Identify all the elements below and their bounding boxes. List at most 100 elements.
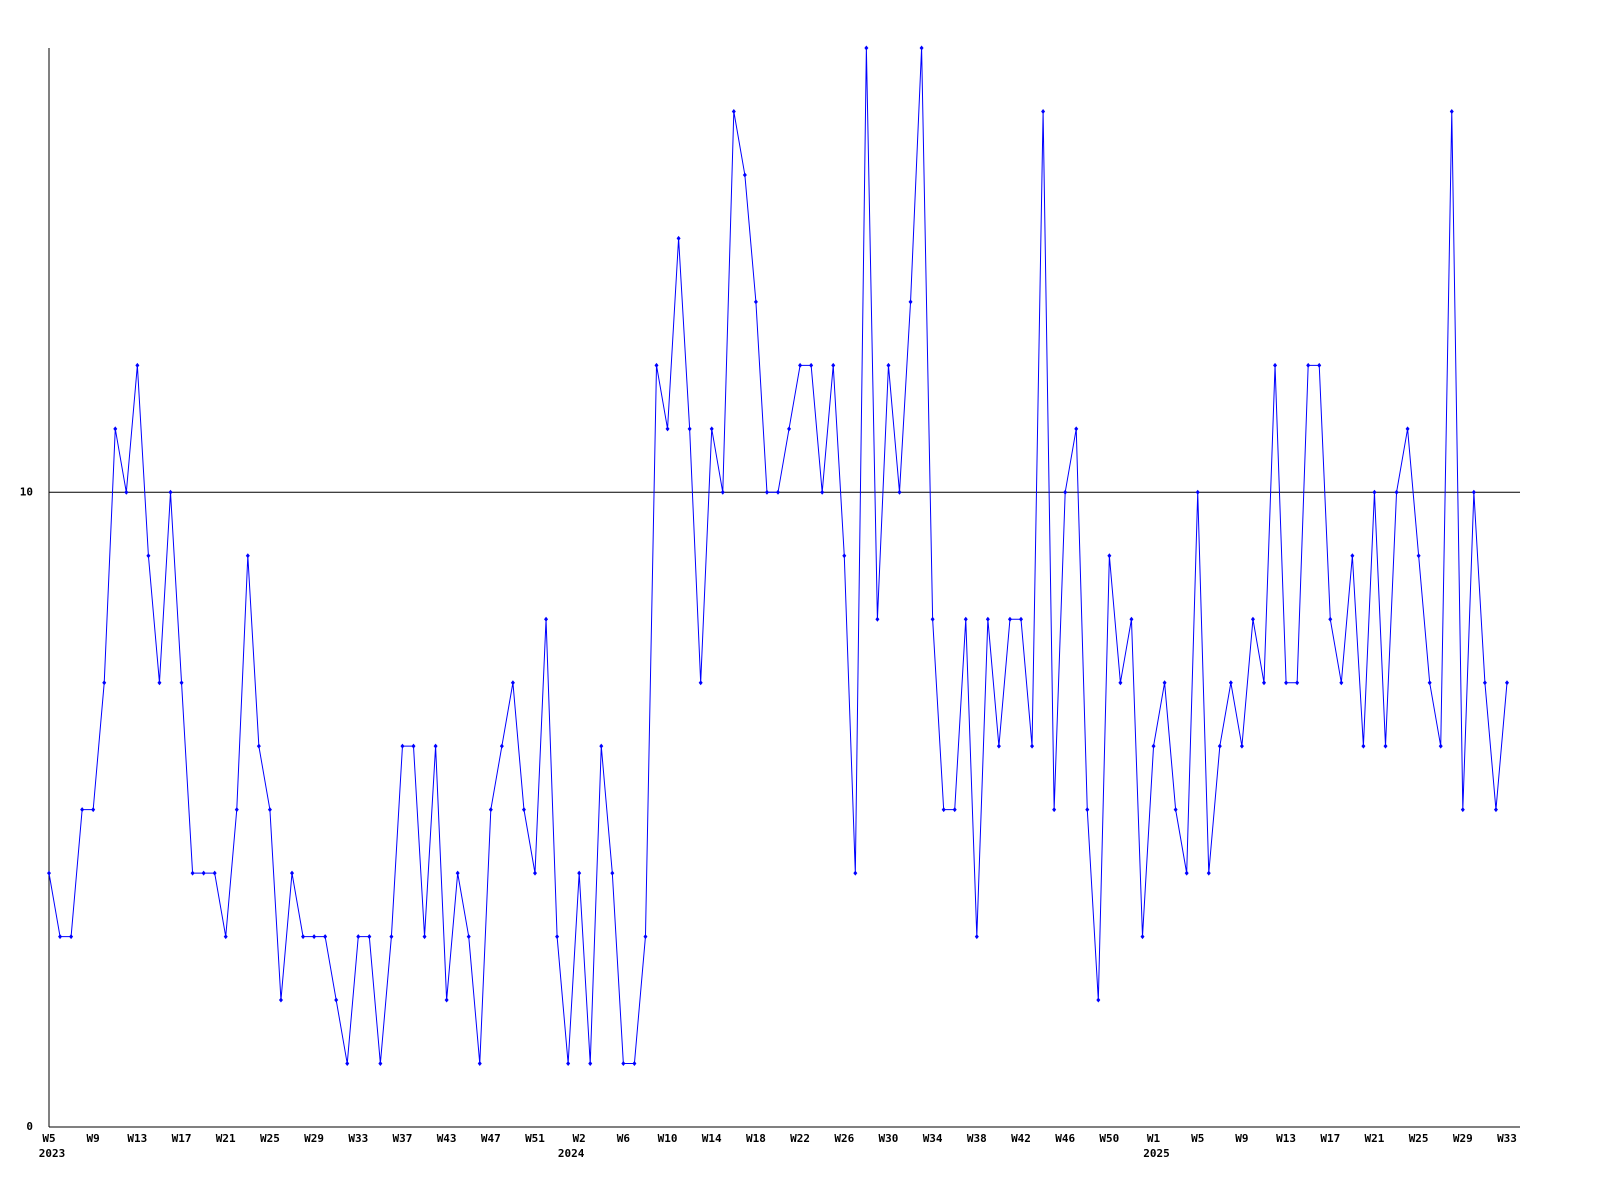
y-tick-label: 10 bbox=[20, 485, 33, 498]
x-tick-label: W17 bbox=[1320, 1132, 1340, 1145]
point bbox=[577, 870, 582, 876]
point bbox=[1250, 616, 1255, 622]
point bbox=[1041, 108, 1046, 114]
point bbox=[234, 807, 239, 813]
point bbox=[1030, 743, 1035, 749]
point bbox=[323, 934, 328, 940]
point bbox=[466, 934, 471, 940]
point bbox=[1394, 489, 1399, 495]
point bbox=[1195, 489, 1200, 495]
point bbox=[1206, 870, 1211, 876]
x-tick-label: W9 bbox=[1235, 1132, 1248, 1145]
x-tick-label: W37 bbox=[393, 1132, 413, 1145]
point bbox=[776, 489, 780, 495]
x-tick-label: W34 bbox=[923, 1132, 943, 1145]
point bbox=[1007, 616, 1012, 622]
point bbox=[345, 1061, 350, 1067]
point bbox=[875, 616, 880, 622]
point bbox=[1383, 743, 1388, 749]
x-tick-label: W10 bbox=[658, 1132, 678, 1145]
point bbox=[1228, 680, 1233, 686]
point bbox=[1140, 934, 1145, 940]
point bbox=[80, 807, 85, 813]
point bbox=[820, 489, 825, 495]
point bbox=[422, 934, 427, 940]
point bbox=[124, 489, 129, 495]
point bbox=[588, 1061, 593, 1067]
point bbox=[908, 299, 913, 305]
point bbox=[411, 743, 416, 749]
x-tick-label: W30 bbox=[879, 1132, 899, 1145]
point bbox=[555, 934, 560, 940]
point bbox=[1239, 743, 1244, 749]
point bbox=[1052, 807, 1057, 813]
point bbox=[58, 934, 63, 940]
x-tick-label: W25 bbox=[260, 1132, 280, 1145]
point bbox=[245, 553, 250, 559]
point bbox=[367, 934, 372, 940]
point bbox=[334, 997, 339, 1003]
point bbox=[201, 870, 206, 876]
point bbox=[433, 743, 438, 749]
point bbox=[135, 362, 140, 368]
point bbox=[312, 934, 317, 940]
point bbox=[544, 616, 549, 622]
point bbox=[400, 743, 405, 749]
x-tick-label: W50 bbox=[1099, 1132, 1119, 1145]
point bbox=[301, 934, 306, 940]
point bbox=[1361, 743, 1366, 749]
point bbox=[267, 807, 272, 813]
point bbox=[1482, 680, 1487, 686]
x-tick-label: W51 bbox=[525, 1132, 545, 1145]
series-line bbox=[48, 47, 1508, 1065]
point bbox=[356, 934, 361, 940]
point bbox=[687, 426, 692, 432]
x-tick-label: W21 bbox=[216, 1132, 236, 1145]
point bbox=[842, 553, 847, 559]
point bbox=[1427, 680, 1432, 686]
x-tick-label: W18 bbox=[746, 1132, 766, 1145]
point bbox=[566, 1061, 571, 1067]
x-tick-label: W29 bbox=[1453, 1132, 1473, 1145]
point bbox=[709, 426, 714, 432]
point bbox=[1173, 807, 1178, 813]
point bbox=[853, 870, 858, 876]
x-tick-label: W33 bbox=[348, 1132, 368, 1145]
x-tick-label: W9 bbox=[87, 1132, 100, 1145]
point bbox=[1471, 489, 1476, 495]
x-tick-label: W29 bbox=[304, 1132, 324, 1145]
point bbox=[1449, 108, 1454, 114]
point bbox=[676, 235, 681, 241]
point bbox=[952, 807, 957, 813]
point bbox=[698, 680, 703, 686]
x-tick-label: W5 bbox=[42, 1132, 55, 1145]
x-tick-label: W43 bbox=[437, 1132, 457, 1145]
point bbox=[1405, 426, 1410, 432]
point bbox=[510, 680, 515, 686]
point bbox=[1505, 680, 1509, 686]
x-group-label: 2024 bbox=[558, 1147, 585, 1160]
point bbox=[290, 870, 294, 876]
point bbox=[864, 45, 869, 51]
point bbox=[1107, 553, 1112, 559]
x-tick-label: W22 bbox=[790, 1132, 810, 1145]
point bbox=[996, 743, 1001, 749]
point bbox=[632, 1061, 637, 1067]
point bbox=[919, 45, 924, 51]
point bbox=[798, 362, 803, 368]
x-group-label: 2025 bbox=[1143, 1147, 1170, 1160]
point bbox=[157, 680, 162, 686]
point bbox=[499, 743, 504, 749]
point bbox=[1184, 870, 1189, 876]
point bbox=[223, 934, 228, 940]
x-tick-label: W26 bbox=[834, 1132, 854, 1145]
x-tick-label: W1 bbox=[1147, 1132, 1161, 1145]
point bbox=[212, 870, 217, 876]
point bbox=[1063, 489, 1068, 495]
point bbox=[190, 870, 195, 876]
point bbox=[1162, 680, 1167, 686]
point bbox=[102, 680, 107, 686]
point bbox=[599, 743, 604, 749]
point bbox=[1416, 553, 1421, 559]
point bbox=[1372, 489, 1377, 495]
